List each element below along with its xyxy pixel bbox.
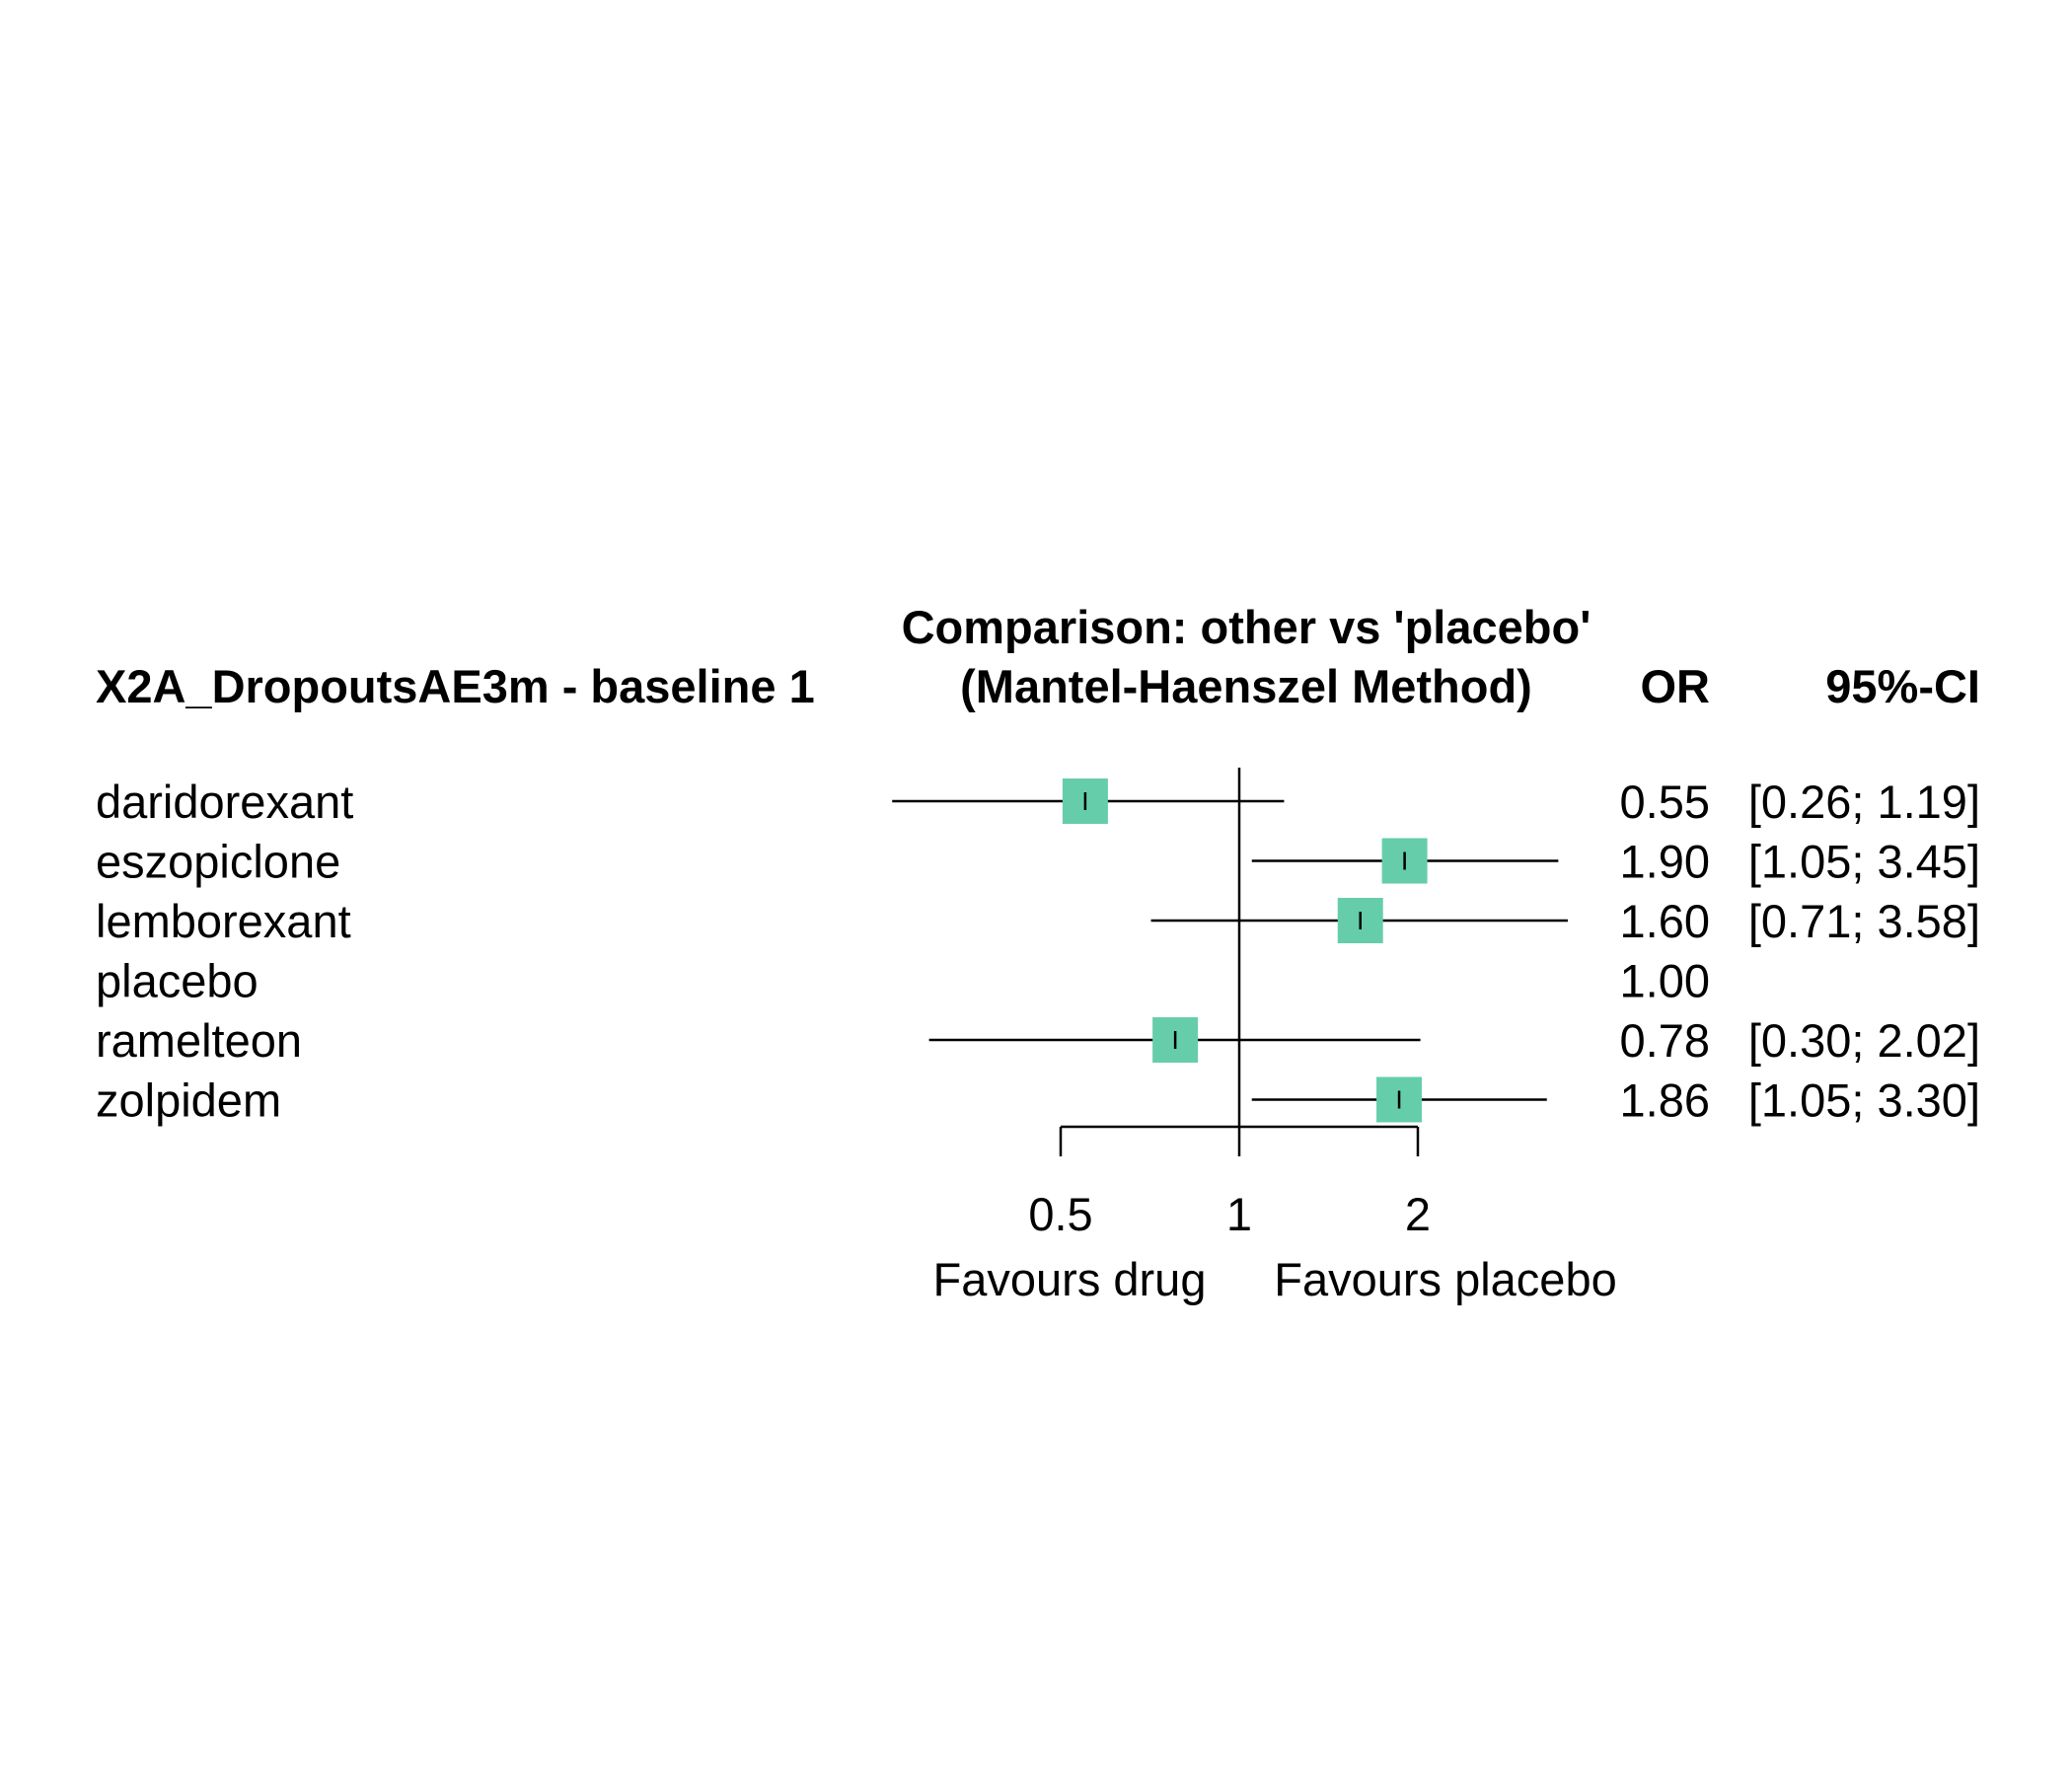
row-label-ramelteon: ramelteon: [96, 1014, 302, 1067]
or-values: 0.55 1.90 1.60 1.00 0.78 1.86: [1620, 776, 1710, 1127]
x-axis: 0.5 1 2: [1028, 1125, 1431, 1240]
x-tick-label-0: 0.5: [1028, 1188, 1092, 1240]
ci-value-zolpidem: [1.05; 3.30]: [1748, 1074, 1980, 1127]
ci-column-header: 95%-CI: [1825, 660, 1980, 712]
ci-value-lemborexant: [0.71; 3.58]: [1748, 895, 1980, 947]
row-label-lemborexant: lemborexant: [96, 895, 351, 947]
comparison-title: Comparison: other vs 'placebo': [902, 601, 1591, 653]
row-label-eszopiclone: eszopiclone: [96, 836, 340, 888]
ci-value-eszopiclone: [1.05; 3.45]: [1748, 836, 1980, 888]
x-tick-label-2: 2: [1405, 1188, 1431, 1240]
row-label-daridorexant: daridorexant: [96, 776, 353, 828]
ci-value-daridorexant: [0.26; 1.19]: [1748, 776, 1980, 828]
confidence-intervals: [892, 799, 1569, 1101]
favours-drug-label: Favours drug: [933, 1253, 1207, 1305]
ci-value-ramelteon: [0.30; 2.02]: [1748, 1014, 1980, 1067]
effect-boxes: [1062, 778, 1428, 1123]
method-subtitle: (Mantel-Haenszel Method): [960, 660, 1532, 712]
ci-values: [0.26; 1.19] [1.05; 3.45] [0.71; 3.58] [0.3…: [1748, 776, 1980, 1127]
x-tick-label-1: 1: [1226, 1188, 1252, 1240]
or-column-header: OR: [1641, 660, 1711, 712]
or-value-lemborexant: 1.60: [1620, 895, 1710, 947]
study-label-header: X2A_DropoutsAE3m - baseline 1: [96, 660, 815, 712]
or-value-eszopiclone: 1.90: [1620, 836, 1710, 888]
favours-placebo-label: Favours placebo: [1274, 1253, 1616, 1305]
row-label-zolpidem: zolpidem: [96, 1074, 281, 1127]
treatment-labels: daridorexant eszopiclone lemborexant placeb…: [96, 776, 353, 1127]
or-value-placebo: 1.00: [1620, 955, 1710, 1007]
row-label-placebo: placebo: [96, 955, 259, 1007]
or-value-ramelteon: 0.78: [1620, 1014, 1710, 1067]
or-value-daridorexant: 0.55: [1620, 776, 1710, 828]
or-value-zolpidem: 1.86: [1620, 1074, 1710, 1127]
